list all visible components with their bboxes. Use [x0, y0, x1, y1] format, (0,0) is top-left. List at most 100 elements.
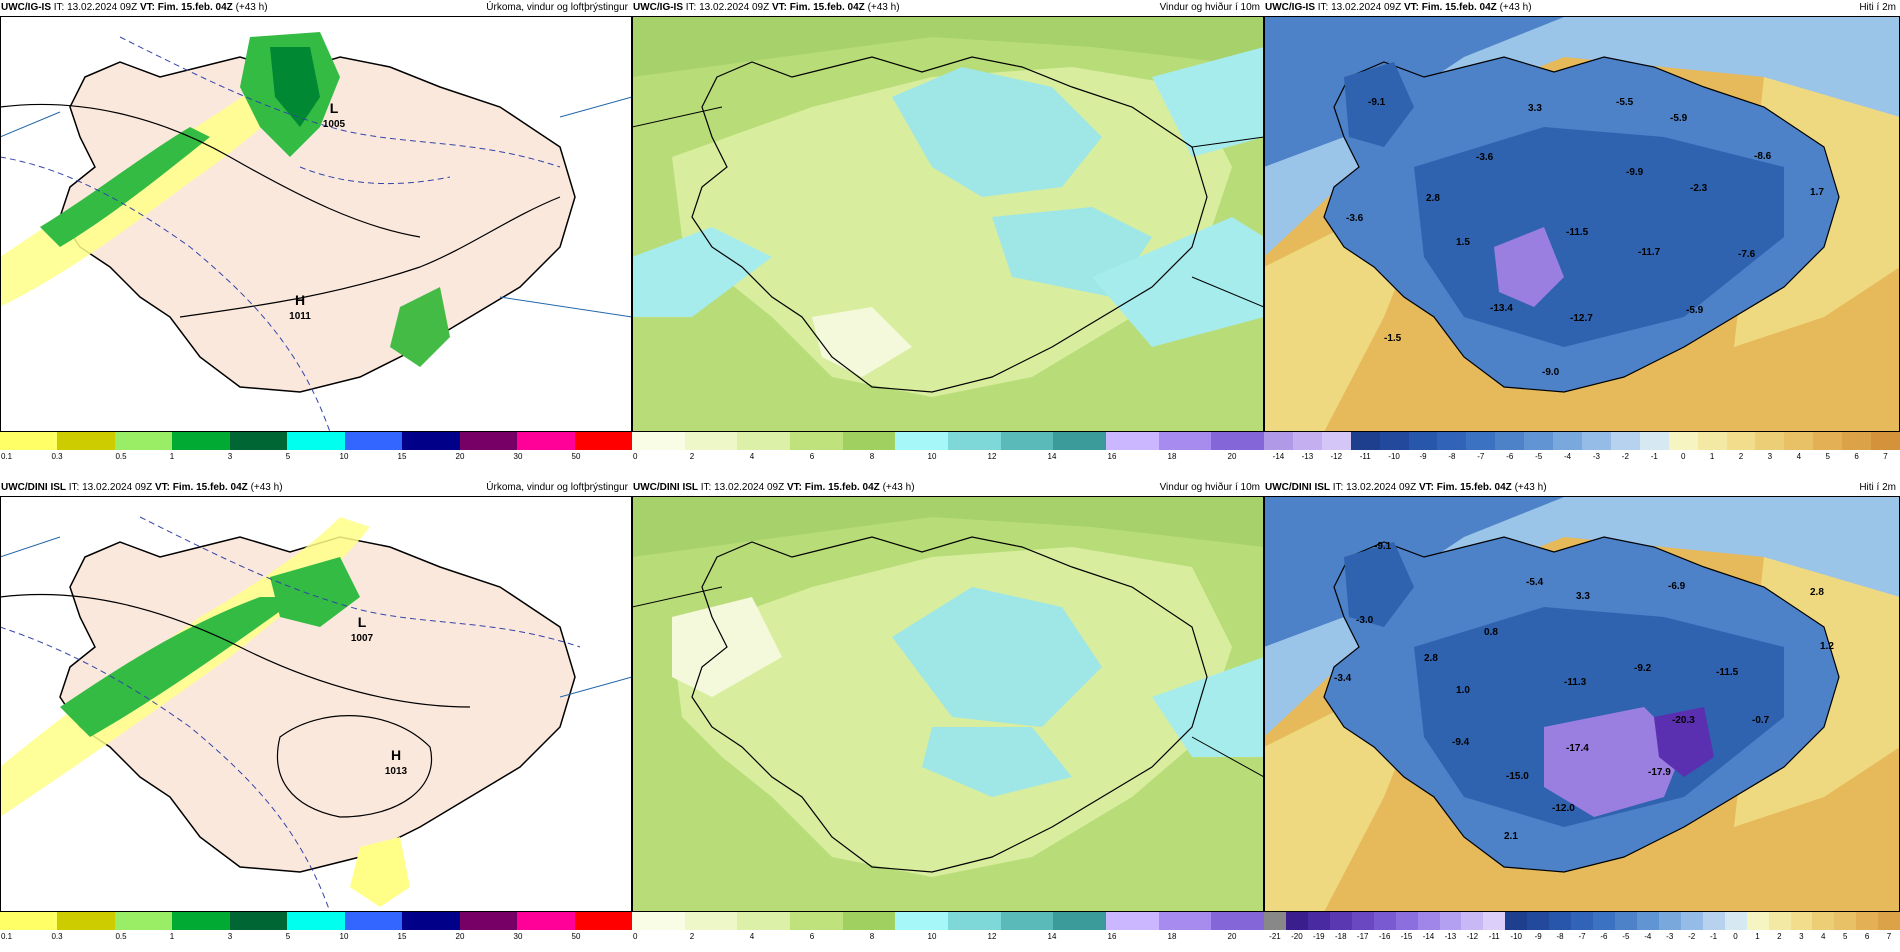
temp-panel: UWC/IG-IS IT: 13.02.2024 09Z VT: Fim. 15…	[1264, 0, 1900, 472]
high-pressure-label: H	[295, 292, 305, 308]
model-name: UWC/IG-IS	[1265, 2, 1315, 13]
row-dini-isl: UWC/DINI ISL IT: 13.02.2024 09Z VT: Fim.…	[0, 480, 1900, 952]
temp-scale-tick: 3	[1767, 452, 1773, 461]
wind-map[interactable]	[632, 17, 1264, 432]
svg-text:1013: 1013	[385, 766, 408, 777]
lead-time: (+43 h)	[867, 2, 900, 13]
lead-time: (+43 h)	[250, 482, 283, 493]
svg-text:1011: 1011	[289, 311, 311, 322]
panel-header: UWC/IG-IS IT: 13.02.2024 09Z VT: Fim. 15…	[632, 0, 1264, 16]
temp-scale-tick: 2	[1777, 932, 1782, 941]
temp-scale-tick: -8	[1448, 452, 1456, 461]
temp-scale-tick: -10	[1510, 932, 1522, 941]
temp-scale-tick: 6	[1864, 932, 1870, 941]
temp-scale-tick: 1	[1755, 932, 1760, 941]
temp-scale-tick: 5	[1842, 932, 1848, 941]
temp-scale-tick: -17	[1356, 932, 1369, 941]
model-name: UWC/DINI ISL	[1265, 482, 1330, 493]
init-time: IT: 13.02.2024 09Z	[68, 482, 153, 493]
precip-scale-ticks: 0.1 0.3 0.5 1 3 5 10 15 20 30 50	[1, 452, 581, 461]
temp-scale-tick: -13	[1444, 932, 1457, 941]
temp-scale-tick: -2	[1621, 452, 1629, 461]
temp-scale-tick: -6	[1600, 932, 1608, 941]
panel-header: UWC/IG-IS IT: 13.02.2024 09Z VT: Fim. 15…	[1264, 0, 1900, 16]
temp-scale-tick: 2	[1738, 452, 1744, 461]
temp-color-scale	[1264, 432, 1900, 450]
temp-scale-tick: -1	[1650, 452, 1658, 461]
svg-text:1007: 1007	[351, 633, 374, 644]
temp-scale-tick: -11	[1359, 452, 1371, 461]
init-time: IT: 13.02.2024 09Z	[1317, 2, 1402, 13]
temp-scale-tick: -5	[1622, 932, 1630, 941]
temp-scale-tick: 4	[1821, 932, 1826, 941]
lead-time: (+43 h)	[1499, 2, 1532, 13]
temp-scale-tick: -9	[1534, 932, 1542, 941]
temp-scale-tick: 0	[1680, 452, 1686, 461]
panel-title: Vindur og hviður í 10m	[1159, 2, 1260, 13]
temp-scale-ticks: -21 -20 -19 -18 -17 -16 -15 -14 -13 -12 -11 -10 -9 -8…	[1264, 931, 1900, 943]
temp-labels-layer: -9.1 -5.4 3.3 -6.9 2.8 -3.0 0.8 1.2 2.8 …	[1334, 541, 1834, 842]
precip-panel: UWC/DINI ISL IT: 13.02.2024 09Z VT: Fim.…	[0, 480, 632, 952]
temp-scale-tick: -15	[1400, 932, 1413, 941]
temp-scale-ticks: -14 -13 -12 -11 -10 -9 -8 -7 -6 -5 -4 -3 -2 -1 0 1 2 3 4 5 6…	[1264, 451, 1900, 463]
temp-scale-tick: -14	[1272, 452, 1285, 461]
panel-title: Úrkoma, vindur og loftþrýstingur	[486, 482, 628, 493]
temp-scale-tick: -7	[1477, 452, 1485, 461]
temp-scale-tick: -13	[1301, 452, 1314, 461]
model-name: UWC/IG-IS	[633, 2, 683, 13]
valid-time: VT: Fim. 15.feb. 04Z	[786, 482, 880, 493]
svg-text:1005: 1005	[323, 119, 346, 130]
model-name: UWC/IG-IS	[1, 2, 51, 13]
panel-header: UWC/DINI ISL IT: 13.02.2024 09Z VT: Fim.…	[0, 480, 632, 496]
init-time: IT: 13.02.2024 09Z	[1332, 482, 1417, 493]
wind-map[interactable]	[632, 497, 1264, 912]
lead-time: (+43 h)	[235, 2, 268, 13]
temp-scale-tick: -19	[1313, 932, 1325, 941]
panel-header: UWC/IG-IS IT: 13.02.2024 09Z VT: Fim. 15…	[0, 0, 632, 16]
temp-map[interactable]: -9.1 -5.4 3.3 -6.9 2.8 -3.0 0.8 1.2 2.8 …	[1264, 497, 1900, 912]
temp-scale-tick: 3	[1799, 932, 1804, 941]
temp-scale-tick: -2	[1688, 932, 1696, 941]
temp-map[interactable]: -9.1 3.3 -5.5 -5.9 -3.6 2.8 -9.9 -8.6 -2…	[1264, 17, 1900, 432]
temp-scale-tick: -21	[1269, 932, 1281, 941]
lead-time: (+43 h)	[882, 482, 915, 493]
init-time: IT: 13.02.2024 09Z	[700, 482, 785, 493]
temp-scale-tick: -4	[1563, 452, 1572, 461]
temp-scale-tick: 4	[1796, 452, 1802, 461]
wind-color-scale	[632, 912, 1265, 930]
panel-header: UWC/DINI ISL IT: 13.02.2024 09Z VT: Fim.…	[1264, 480, 1900, 496]
panel-title: Hiti í 2m	[1859, 482, 1896, 493]
wind-scale-ticks: 0 2 4 6 8 10 12 14 16 18 20	[633, 452, 1237, 461]
low-pressure-label: L	[358, 614, 367, 630]
temp-panel: UWC/DINI ISL IT: 13.02.2024 09Z VT: Fim.…	[1264, 480, 1900, 952]
high-pressure-label: H	[391, 747, 401, 763]
temp-scale-tick: -4	[1644, 932, 1652, 941]
wind-color-scale	[632, 432, 1265, 450]
temp-scale-tick: 1	[1709, 452, 1715, 461]
precip-map[interactable]: H 1011 L 1005	[0, 17, 632, 432]
temp-scale-tick: -3	[1666, 932, 1674, 941]
temp-scale-tick: 5	[1825, 452, 1830, 461]
panel-title: Vindur og hviður í 10m	[1159, 482, 1260, 493]
temp-scale-tick: -12	[1466, 932, 1479, 941]
temp-labels-layer: -9.1 3.3 -5.5 -5.9 -3.6 2.8 -9.9 -8.6 -2…	[1346, 97, 1824, 378]
temp-scale-tick: -20	[1291, 932, 1303, 941]
valid-time: VT: Fim. 15.feb. 04Z	[139, 2, 233, 13]
valid-time: VT: Fim. 15.feb. 04Z	[154, 482, 248, 493]
temp-scale-tick: -16	[1378, 932, 1391, 941]
valid-time: VT: Fim. 15.feb. 04Z	[1403, 2, 1497, 13]
temp-scale-tick: 0	[1733, 932, 1738, 941]
valid-time: VT: Fim. 15.feb. 04Z	[1418, 482, 1512, 493]
panel-header: UWC/DINI ISL IT: 13.02.2024 09Z VT: Fim.…	[632, 480, 1264, 496]
wind-panel: UWC/IG-IS IT: 13.02.2024 09Z VT: Fim. 15…	[632, 0, 1265, 472]
temp-scale-tick: 7	[1883, 452, 1888, 461]
panel-title: Úrkoma, vindur og loftþrýstingur	[486, 2, 628, 13]
precip-scale-ticks: 0.1 0.3 0.5 1 3 5 10 15 20 30 50	[1, 932, 581, 941]
temp-scale-tick: -10	[1388, 452, 1400, 461]
temp-scale-tick: -11	[1488, 932, 1500, 941]
temp-scale-tick: -1	[1710, 932, 1718, 941]
temp-scale-tick: 7	[1886, 932, 1892, 941]
row-ig-is: UWC/IG-IS IT: 13.02.2024 09Z VT: Fim. 15…	[0, 0, 1900, 472]
precip-map[interactable]: H 1013 L 1007	[0, 497, 632, 912]
model-name: UWC/DINI ISL	[1, 482, 66, 493]
